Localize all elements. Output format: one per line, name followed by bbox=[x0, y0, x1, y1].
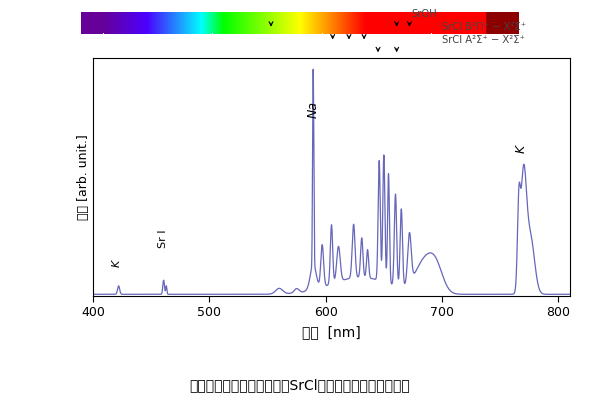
Text: K: K bbox=[111, 260, 121, 268]
Text: SrOH: SrOH bbox=[412, 9, 437, 19]
Text: 600nm: 600nm bbox=[306, 34, 338, 44]
Text: SrCl A²Σ⁺ − X²Σ⁺: SrCl A²Σ⁺ − X²Σ⁺ bbox=[442, 35, 525, 45]
Text: 紅色花火の発光分光　〜　SrCl分子のバンドスペクトル: 紅色花火の発光分光 〜 SrCl分子のバンドスペクトル bbox=[190, 378, 410, 392]
Text: 700nm: 700nm bbox=[416, 34, 447, 44]
Text: 400nm: 400nm bbox=[87, 34, 119, 44]
Y-axis label: 強度 [arb. unit.]: 強度 [arb. unit.] bbox=[77, 134, 90, 220]
X-axis label: 波長  [nm]: 波長 [nm] bbox=[302, 325, 361, 339]
Text: SrCl B²Π⁺ − X²Σ⁺: SrCl B²Π⁺ − X²Σ⁺ bbox=[442, 22, 526, 32]
Text: 500nm: 500nm bbox=[197, 34, 228, 44]
Text: K: K bbox=[515, 145, 527, 153]
Text: Sr I: Sr I bbox=[158, 230, 168, 248]
Text: Na: Na bbox=[307, 100, 319, 118]
